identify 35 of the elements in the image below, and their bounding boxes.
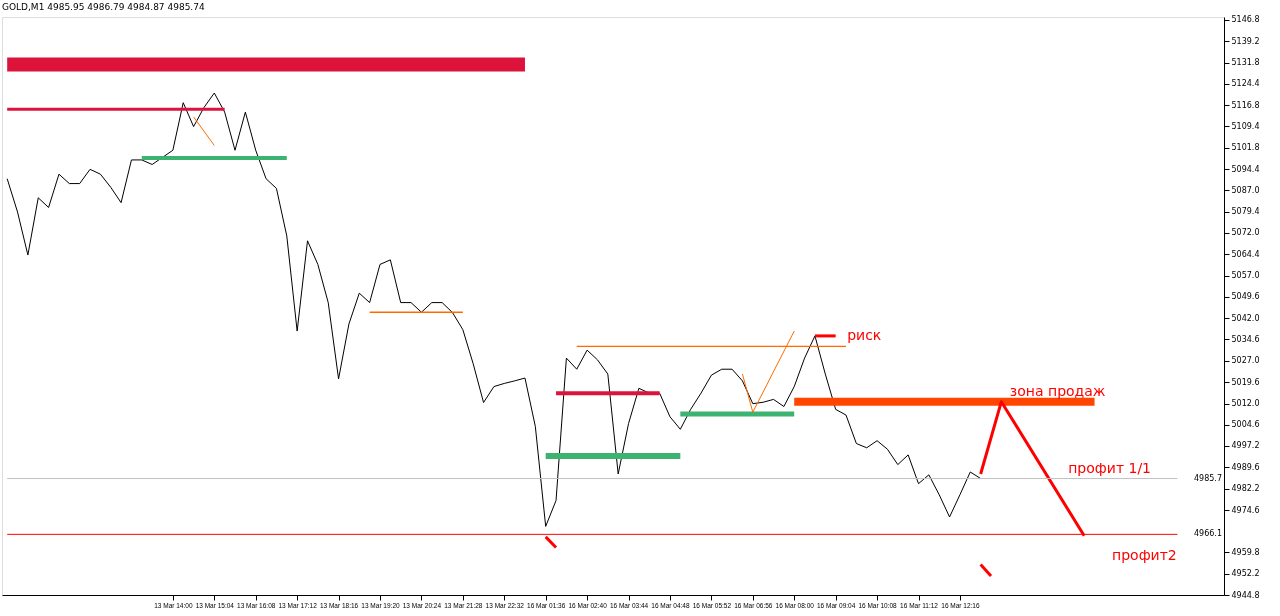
y-tick-label: 5042.0 <box>1231 313 1260 323</box>
y-tick-label: 5131.8 <box>1231 58 1260 68</box>
annotation: риск <box>847 326 882 343</box>
y-tick-label: 5139.2 <box>1231 36 1260 46</box>
y-tick-label: 5087.0 <box>1231 185 1260 195</box>
y-tick-label: 5109.4 <box>1231 121 1260 131</box>
ref-line-label: 4985.7 <box>1194 473 1222 483</box>
y-tick-label: 4944.8 <box>1231 590 1260 600</box>
y-tick-label: 4959.8 <box>1231 547 1260 557</box>
y-tick-label: 5079.4 <box>1231 207 1260 217</box>
chart-title: GOLD,M1 4985.95 4986.79 4984.87 4985.74 <box>2 1 205 12</box>
y-tick-label: 5072.0 <box>1231 228 1260 238</box>
y-tick-label: 4974.6 <box>1231 505 1260 515</box>
y-tick-label: 5004.6 <box>1231 420 1260 430</box>
y-tick-label: 5034.6 <box>1231 334 1260 344</box>
y-tick-label: 4989.6 <box>1231 462 1260 472</box>
y-tick-label: 5064.4 <box>1231 249 1260 259</box>
annotation: профит2 <box>1112 547 1177 564</box>
y-tick-label: 5146.8 <box>1231 15 1260 25</box>
line-series <box>6 92 982 527</box>
y-tick-label: 5124.4 <box>1231 79 1260 89</box>
y-tick-label: 5027.0 <box>1231 356 1260 366</box>
y-tick-label: 5012.0 <box>1231 399 1260 409</box>
y-tick-label: 4952.2 <box>1231 569 1260 579</box>
y-tick-label: 5101.8 <box>1231 143 1260 153</box>
ref-line-label: 4966.1 <box>1194 529 1222 539</box>
y-tick-label: 4982.2 <box>1231 484 1260 494</box>
y-tick-label: 5116.8 <box>1231 100 1260 110</box>
y-tick-label: 5094.4 <box>1231 164 1260 174</box>
annotation: профит 1/1 <box>1068 460 1152 477</box>
annotation: зона продаж <box>1009 383 1106 400</box>
y-tick-label: 5049.6 <box>1231 292 1260 302</box>
y-tick-label: 5057.0 <box>1231 271 1260 281</box>
y-tick-label: 5019.6 <box>1231 377 1260 387</box>
y-tick-label: 4997.2 <box>1231 441 1260 451</box>
